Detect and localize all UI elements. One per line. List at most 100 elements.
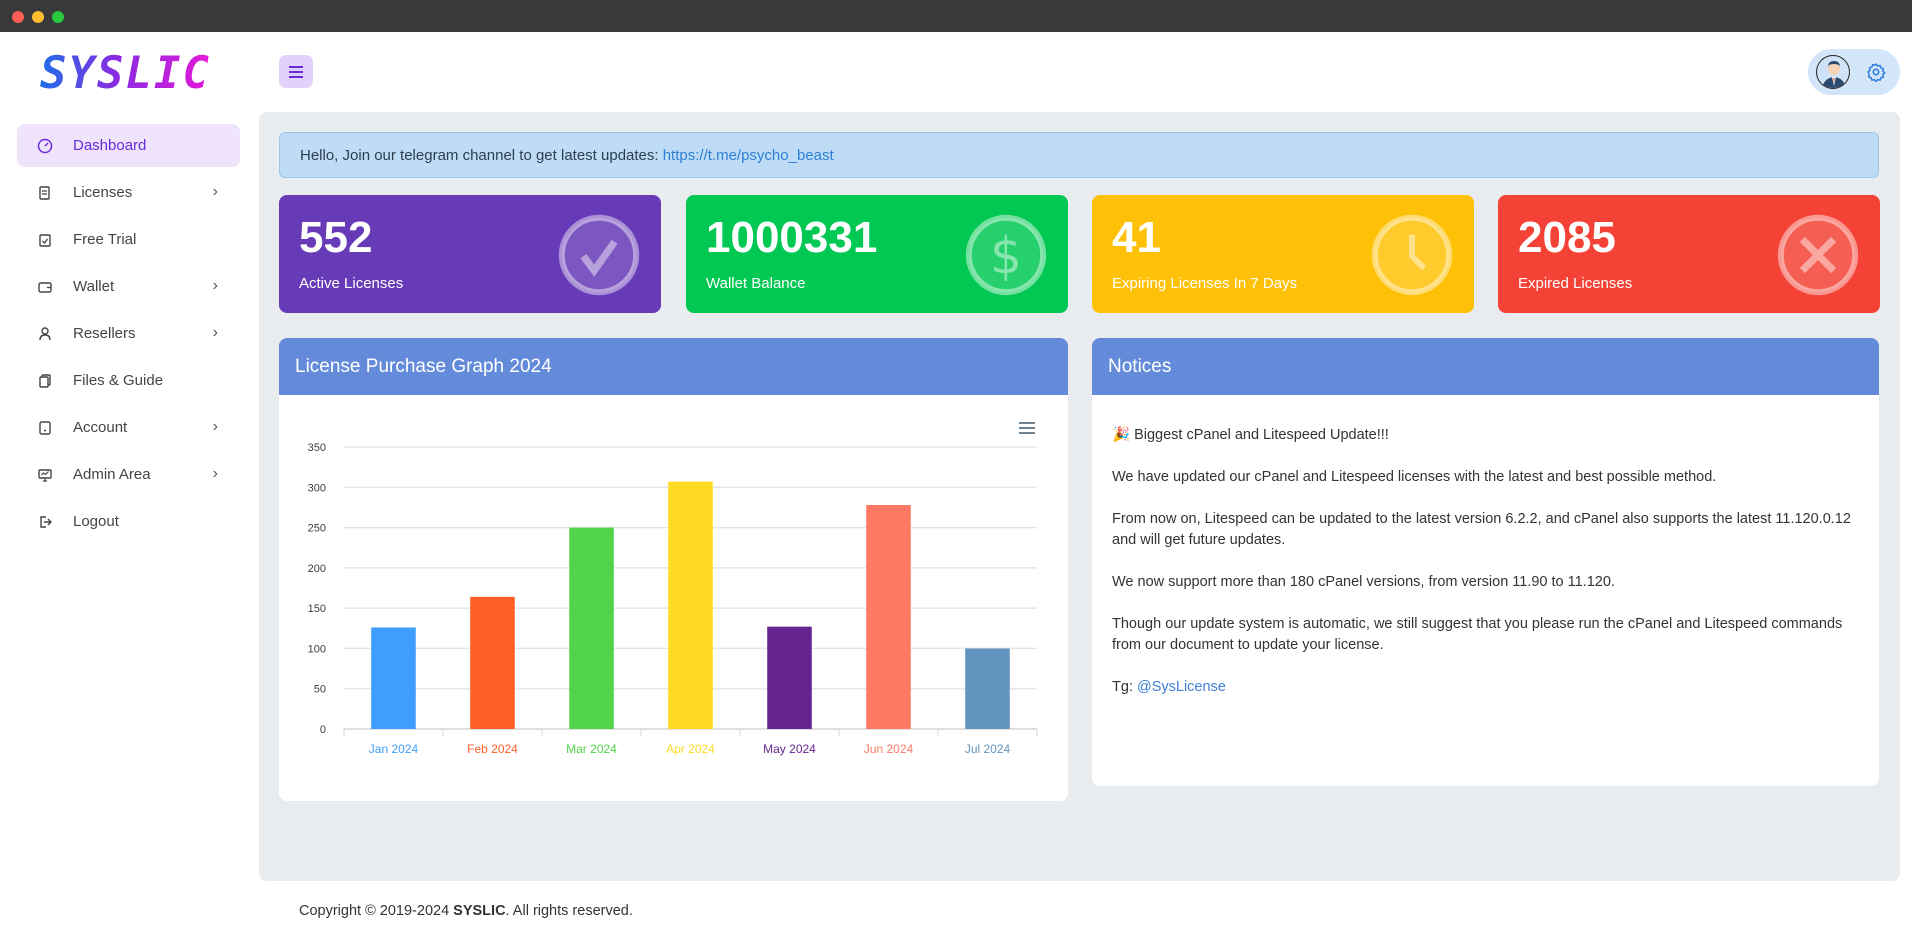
notice-headline: 🎉 Biggest cPanel and Litespeed Update!!!: [1112, 427, 1389, 443]
chart-card: License Purchase Graph 2024 0 50 100 150 200…: [279, 338, 1068, 801]
sidebar-item-dashboard[interactable]: Dashboard: [17, 124, 240, 167]
hamburger-icon: [289, 65, 303, 68]
sidebar-item-label: Wallet: [73, 278, 115, 295]
stat-label: Expiring Licenses In 7 Days: [1112, 275, 1298, 292]
footer-copyright: Copyright © 2019-2024: [299, 903, 454, 919]
telegram-link[interactable]: https://t.me/psycho_beast: [662, 147, 834, 164]
notices-body: 🎉 Biggest cPanel and Litespeed Update!!!…: [1092, 395, 1879, 749]
bar-feb-2024[interactable]: [470, 596, 515, 729]
y-tick-label: 150: [308, 603, 326, 615]
sidebar-item-label: Free Trial: [73, 231, 137, 248]
telegram-alert: Hello, Join our telegram channel to get …: [279, 132, 1879, 178]
clock-icon: [1371, 214, 1453, 296]
chevron-right-icon: ›: [212, 277, 218, 294]
chart-menu-icon[interactable]: [1019, 422, 1035, 434]
bar-may-2024[interactable]: [767, 626, 812, 729]
sidebar-toggle-button[interactable]: [279, 55, 313, 88]
gear-icon[interactable]: [1866, 62, 1886, 82]
sidebar-item-label: Logout: [73, 513, 119, 530]
y-tick-label: 200: [308, 563, 326, 575]
notice-paragraph: Though our update system is automatic, w…: [1112, 616, 1843, 653]
notice-paragraph: We have updated our cPanel and Litespeed…: [1112, 469, 1717, 485]
bar-apr-2024[interactable]: [668, 481, 713, 729]
stat-value: 1000331: [706, 213, 878, 262]
sidebar-item-label: Licenses: [73, 184, 133, 201]
scroll-icon: [37, 185, 53, 201]
stat-value: 41: [1112, 213, 1161, 262]
stat-label: Wallet Balance: [706, 275, 806, 292]
sidebar-item-label: Files & Guide: [73, 372, 164, 389]
sidebar-item-label: Admin Area: [73, 466, 151, 483]
alert-text: Hello, Join our telegram channel to get …: [300, 147, 663, 164]
logout-icon: [37, 514, 53, 530]
chevron-right-icon: ›: [212, 324, 218, 341]
chevron-right-icon: ›: [212, 183, 218, 200]
monitor-icon: [37, 467, 53, 483]
y-tick-label: 0: [320, 724, 326, 736]
check-circle-icon: [558, 214, 640, 296]
telegram-handle-link[interactable]: @SysLicense: [1136, 679, 1226, 695]
user-menu[interactable]: [1808, 49, 1900, 95]
minimize-window-button[interactable]: [32, 11, 44, 23]
sidebar-item-admin-area[interactable]: Admin Area ›: [17, 453, 240, 496]
bar-mar-2024[interactable]: [569, 527, 614, 729]
x-tick-label: May 2024: [763, 742, 816, 756]
bar-jul-2024[interactable]: [965, 648, 1010, 729]
stat-label: Expired Licenses: [1518, 275, 1633, 292]
user-avatar[interactable]: [1816, 55, 1850, 89]
bar-jun-2024[interactable]: [866, 505, 911, 729]
x-tick-label: Jul 2024: [965, 742, 1011, 756]
tg-label: Tg:: [1112, 679, 1137, 695]
stat-card[interactable]: 1000331 Wallet Balance $: [686, 195, 1068, 313]
user-icon: [37, 326, 53, 342]
sidebar-item-licenses[interactable]: Licenses ›: [17, 171, 240, 214]
notices-title: Notices: [1092, 338, 1879, 395]
gauge-icon: [37, 138, 53, 154]
stat-value: 2085: [1518, 213, 1616, 262]
x-tick-label: Feb 2024: [467, 742, 518, 756]
y-tick-label: 250: [308, 523, 326, 535]
chevron-right-icon: ›: [212, 465, 218, 482]
wallet-icon: [37, 279, 53, 295]
window-titlebar: [0, 0, 1912, 32]
account-icon: [37, 420, 53, 436]
bar-jan-2024[interactable]: [371, 627, 416, 729]
x-tick-label: Jan 2024: [369, 742, 419, 756]
stat-card[interactable]: 41 Expiring Licenses In 7 Days: [1092, 195, 1474, 313]
stat-label: Active Licenses: [299, 275, 404, 292]
clipboard-check-icon: [37, 232, 53, 248]
maximize-window-button[interactable]: [52, 11, 64, 23]
y-tick-label: 100: [308, 643, 326, 655]
sidebar-item-label: Resellers: [73, 325, 136, 342]
bar-chart: 0 50 100 150 200 250 300 350 Jan 2024 Feb 2024 Mar…: [308, 422, 1038, 756]
close-window-button[interactable]: [12, 11, 24, 23]
sidebar-item-free-trial[interactable]: Free Trial: [17, 218, 240, 261]
sidebar-item-wallet[interactable]: Wallet ›: [17, 265, 240, 308]
chevron-right-icon: ›: [212, 418, 218, 435]
sidebar-item-files-guide[interactable]: Files & Guide: [17, 359, 240, 402]
sidebar-item-logout[interactable]: Logout: [17, 500, 240, 543]
dollar-circle-icon: $: [965, 214, 1047, 296]
sidebar-item-resellers[interactable]: Resellers ›: [17, 312, 240, 355]
x-tick-label: Jun 2024: [864, 742, 914, 756]
x-circle-icon: [1777, 214, 1859, 296]
x-tick-label: Apr 2024: [666, 742, 715, 756]
stat-card[interactable]: 552 Active Licenses: [279, 195, 661, 313]
footer: Copyright © 2019-2024 SYSLIC. All rights…: [299, 903, 633, 919]
footer-rights: . All rights reserved.: [505, 903, 633, 919]
sidebar-nav: Dashboard Licenses › Free Trial Wallet › Resel…: [17, 124, 240, 547]
sidebar-item-label: Account: [73, 419, 128, 436]
files-icon: [37, 373, 53, 389]
stat-card[interactable]: 2085 Expired Licenses: [1498, 195, 1880, 313]
notice-paragraph: From now on, Litespeed can be updated to…: [1112, 511, 1851, 548]
brand-logo[interactable]: SYSLIC: [40, 48, 211, 99]
sidebar-item-account[interactable]: Account ›: [17, 406, 240, 449]
chart-card-title: License Purchase Graph 2024: [279, 338, 1068, 395]
x-tick-label: Mar 2024: [566, 742, 617, 756]
footer-brand: SYSLIC: [453, 903, 506, 919]
y-tick-label: 350: [308, 442, 326, 454]
y-tick-label: 300: [308, 482, 326, 494]
svg-text:$: $: [990, 226, 1022, 285]
sidebar-item-label: Dashboard: [73, 137, 147, 154]
stat-value: 552: [299, 213, 373, 262]
